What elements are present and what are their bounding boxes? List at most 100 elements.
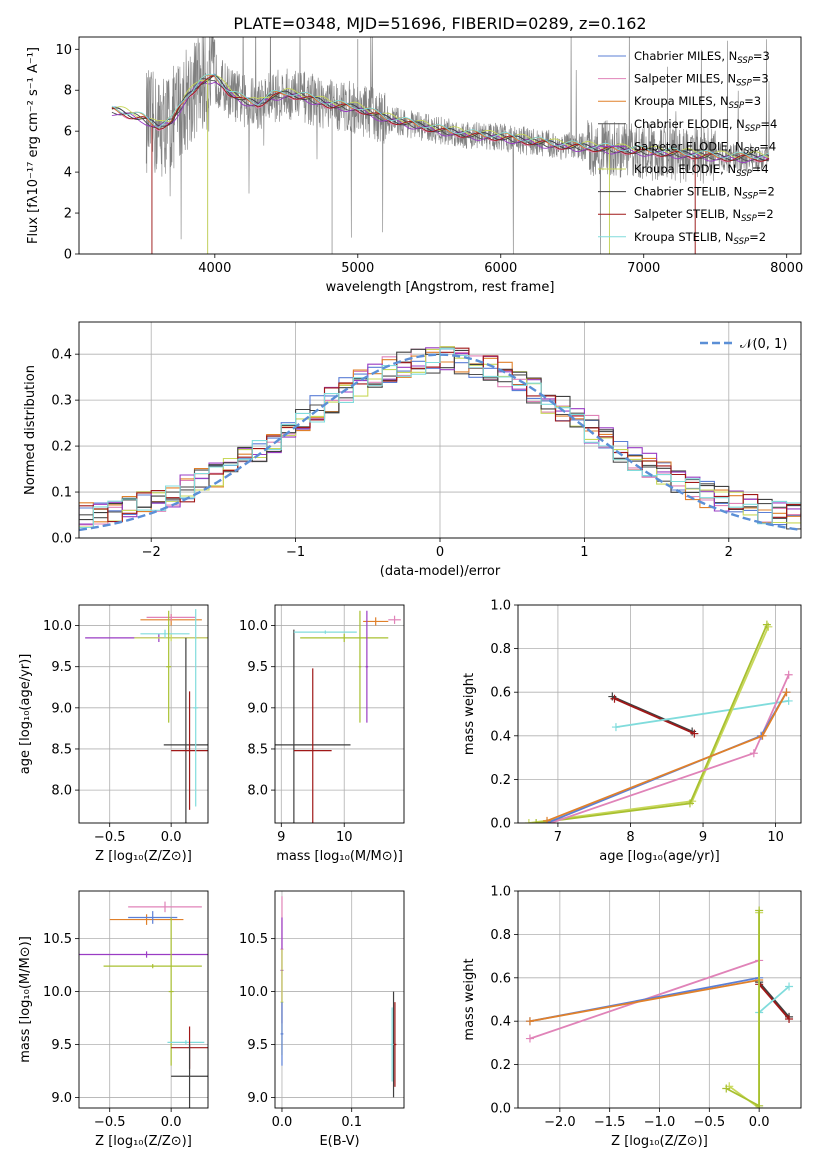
y-tick-label: 0.2: [490, 1058, 511, 1073]
y-tick-label: 0.0: [490, 817, 511, 832]
weight-point: [722, 1084, 731, 1093]
model-line: [111, 73, 770, 159]
y-tick-label: 10.0: [239, 619, 268, 634]
x-tick-label: −0.5: [94, 1115, 126, 1130]
legend-suffix: =4: [759, 139, 776, 153]
x-tick-label: −2: [142, 545, 161, 560]
weight-line: [528, 626, 770, 823]
legend-entry: Kroupa STELIB, NSSP=2: [634, 230, 766, 247]
weight-point: [785, 1015, 794, 1024]
y-tick-label: 0.4: [490, 729, 511, 744]
x-tick-label: 0.0: [272, 1115, 293, 1130]
legend-entry: Chabrier MILES, NSSP=3: [634, 49, 770, 66]
chart-weight-vs-Z: −2.0 −1.5 −1.0 −0.5 0.0 0.0 0.2 0.4 0.6 0.8 1.0 Z […: [462, 885, 802, 1149]
y-tick-label: 10.5: [43, 932, 72, 947]
weight-line: [614, 697, 695, 735]
y-tick-label: 9.0: [247, 701, 268, 716]
y-tick-label: 9.0: [51, 1091, 72, 1106]
axes-frame: [274, 890, 405, 1109]
x-tick-label: 0.0: [161, 830, 182, 845]
legend-name: Chabrier MILES, N: [634, 49, 737, 63]
y-tick-label: 0.2: [51, 440, 72, 455]
legend: 𝒩(0, 1): [700, 337, 787, 352]
x-tick-label: 0.0: [161, 1115, 182, 1130]
y-tick-label: 0.0: [51, 532, 72, 547]
x-tick-label: 2: [725, 545, 733, 560]
x-axis-label: E(B-V): [319, 1134, 359, 1149]
weight-point: [525, 1017, 534, 1026]
weight-point: [758, 731, 767, 740]
y-tick-label: 8: [64, 84, 72, 99]
legend-sub: SSP: [737, 56, 753, 66]
legend-suffix: =3: [752, 72, 769, 86]
legend-name: Kroupa STELIB, N: [634, 230, 734, 244]
weight-line: [546, 691, 788, 823]
x-tick-label: 10: [767, 830, 784, 845]
y-tick-label: 0.1: [51, 486, 72, 501]
x-axis-label: Z [log₁₀(Z/Z⊙)]: [95, 1134, 192, 1149]
gridlines: [79, 605, 208, 823]
x-axis-label: mass [log₁₀(M/M⊙)]: [276, 849, 403, 864]
x-axis-label: Z [log₁₀(Z/Z⊙)]: [611, 1134, 708, 1149]
legend-suffix: =2: [749, 230, 766, 244]
y-axis-label: mass weight: [462, 958, 477, 1040]
plot-area: [79, 346, 801, 532]
chart-title: PLATE=0348, MJD=51696, FIBERID=0289, z=0…: [233, 14, 646, 33]
legend-entry: Chabrier STELIB, NSSP=2: [634, 185, 775, 202]
x-axis-label: (data-model)/error: [380, 564, 501, 579]
weight-line: [615, 700, 789, 728]
legend-entry: Salpeter MILES, NSSP=3: [634, 72, 769, 89]
weight-point: [749, 749, 758, 758]
chart-spectrum: 4000 5000 6000 7000 8000 0 2 4 6 8 10 PLATE=0348, M…: [26, 14, 803, 295]
weight-line: [725, 910, 760, 1108]
x-tick-label: 10: [336, 830, 353, 845]
y-tick-label: 0.4: [51, 348, 72, 363]
y-tick-label: 0.8: [490, 928, 511, 943]
weight-point: [785, 982, 794, 991]
x-tick-label: −1: [286, 545, 305, 560]
weight-point: [610, 694, 619, 703]
legend-entry: Kroupa ELODIE, NSSP=4: [634, 162, 769, 179]
plot-area: [275, 610, 401, 823]
y-tick-label: 8.0: [51, 784, 72, 799]
legend-name: Kroupa ELODIE, N: [634, 162, 736, 176]
y-tick-label: 8.5: [247, 742, 268, 757]
y-tick-label: 0.0: [490, 1102, 511, 1117]
weight-line: [728, 912, 760, 1108]
y-axis-label: Flux [fλ10⁻¹⁷ erg cm⁻² s⁻¹ A⁻¹]: [26, 47, 41, 244]
legend-entry: Salpeter STELIB, NSSP=2: [634, 207, 774, 224]
weight-line: [529, 979, 760, 1023]
weight-point: [532, 819, 541, 823]
axes-frame: [517, 890, 802, 1109]
y-tick-label: 8.5: [51, 742, 72, 757]
plot-area: [524, 620, 793, 823]
chart-age-vs-Z: −0.5 0.0 8.0 8.5 9.0 9.5 10.0 Z [log₁₀(Z/Z⊙)] ag…: [18, 604, 209, 864]
axes-frame: [78, 604, 209, 824]
axes-frame: [274, 604, 405, 824]
y-axis-label: mass weight: [462, 673, 477, 755]
x-tick-label: −1.5: [594, 1115, 626, 1130]
weight-point: [690, 729, 699, 738]
weight-point: [784, 670, 793, 679]
x-tick-label: 7000: [627, 261, 660, 276]
weight-point: [543, 816, 552, 823]
y-axis-label: age [log₁₀(age/yr)]: [18, 654, 33, 775]
y-tick-label: 10.0: [43, 985, 72, 1000]
weight-point: [782, 688, 791, 697]
legend-sub: SSP: [744, 146, 760, 156]
chart-mass-vs-Z: −0.5 0.0 9.0 9.5 10.0 10.5 Z [log₁₀(Z/Z⊙)] mass…: [18, 890, 209, 1149]
y-tick-label: 10.0: [43, 619, 72, 634]
y-tick-label: 10.0: [239, 985, 268, 1000]
legend-name: Salpeter MILES, N: [634, 72, 736, 86]
x-tick-label: 6000: [484, 261, 517, 276]
model-line: [111, 74, 770, 159]
weight-point: [755, 1101, 764, 1108]
x-tick-label: 0: [436, 545, 444, 560]
legend-suffix: =2: [757, 207, 774, 221]
x-axis-label: Z [log₁₀(Z/Z⊙)]: [95, 849, 192, 864]
x-tick-label: 8: [626, 830, 634, 845]
plot-area: [525, 906, 794, 1108]
legend-sub: SSP: [741, 214, 757, 224]
weight-line: [535, 624, 768, 823]
